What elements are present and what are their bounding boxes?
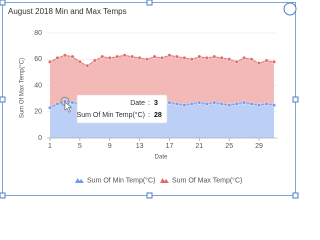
point	[182, 55, 187, 60]
x-tick-label: 9	[108, 143, 112, 150]
point	[197, 100, 202, 105]
point	[234, 101, 239, 106]
point	[242, 55, 247, 60]
tooltip-label: Sum Of Min Temp(°C)	[77, 111, 145, 119]
y-tick-label: 80	[34, 30, 42, 37]
point	[227, 103, 232, 108]
point	[55, 101, 60, 106]
point	[122, 53, 127, 58]
tooltip: Date:3 Sum Of Min Temp(°C):28	[76, 94, 168, 124]
tooltip-separator: :	[148, 100, 150, 107]
x-tick-label: 25	[225, 143, 233, 150]
point	[219, 55, 224, 60]
point	[115, 54, 120, 59]
point	[182, 103, 187, 108]
tooltip-box	[76, 94, 168, 124]
point	[249, 101, 254, 106]
point	[174, 54, 179, 59]
x-tick-label: 29	[255, 143, 263, 150]
point	[204, 55, 209, 60]
legend-label: Sum Of Max Temp(°C)	[172, 176, 242, 184]
point	[130, 54, 135, 59]
point	[234, 59, 239, 64]
cursor	[64, 101, 73, 113]
tooltip-separator: :	[148, 112, 150, 119]
point	[189, 101, 194, 106]
legend-icon	[160, 178, 169, 183]
y-tick-label: 40	[34, 82, 42, 89]
point	[62, 53, 67, 58]
tooltip-value: 28	[154, 112, 162, 119]
point	[159, 55, 165, 60]
point	[249, 57, 254, 62]
point	[264, 101, 269, 106]
settings-icon[interactable]	[283, 2, 297, 16]
tooltip-value: 3	[154, 100, 158, 107]
legend: Sum Of Min Temp(°C) Sum Of Max Temp(°C)	[75, 176, 242, 184]
point	[100, 54, 105, 59]
point	[204, 101, 209, 106]
tooltip-label: Date	[130, 100, 145, 107]
point	[107, 55, 112, 60]
point	[145, 57, 150, 62]
point	[212, 100, 217, 105]
point	[92, 58, 97, 63]
chart: August 2018 Min and Max Temps Sum Of Max…	[0, 0, 299, 199]
point	[212, 54, 217, 59]
x-tick-label: 21	[195, 143, 203, 150]
x-tick-label: 17	[166, 143, 174, 150]
point	[242, 100, 247, 105]
point	[152, 54, 157, 59]
point	[219, 101, 224, 106]
point	[85, 63, 90, 68]
point	[189, 57, 194, 62]
point	[227, 57, 232, 62]
point	[47, 59, 53, 64]
point	[257, 103, 262, 108]
point	[264, 58, 269, 63]
x-tick-label: 1	[48, 143, 52, 150]
point	[55, 55, 60, 60]
legend-icon	[75, 178, 84, 183]
y-tick-label: 60	[34, 56, 42, 63]
y-axis-label: Sum Of Max Temp(°C)	[20, 58, 26, 118]
point	[257, 61, 262, 66]
point	[167, 100, 172, 105]
x-tick-label: 5	[78, 143, 82, 150]
resize-handles[interactable]	[0, 0, 299, 199]
point	[137, 55, 142, 60]
chart-title: August 2018 Min and Max Temps	[8, 7, 127, 16]
point	[70, 100, 75, 105]
point	[47, 105, 53, 110]
point	[271, 103, 277, 108]
point	[167, 53, 172, 58]
point	[271, 59, 277, 64]
y-tick-label: 0	[38, 135, 42, 142]
legend-label: Sum Of Min Temp(°C)	[87, 176, 155, 184]
page: August 2018 Min and Max Temps Sum Of Max…	[0, 0, 300, 200]
point	[70, 54, 75, 59]
point	[197, 54, 202, 59]
y-tick-label: 20	[34, 109, 42, 116]
point	[174, 101, 179, 106]
x-axis-label: Date	[155, 155, 168, 161]
x-tick-label: 13	[136, 143, 144, 150]
point	[77, 59, 82, 64]
